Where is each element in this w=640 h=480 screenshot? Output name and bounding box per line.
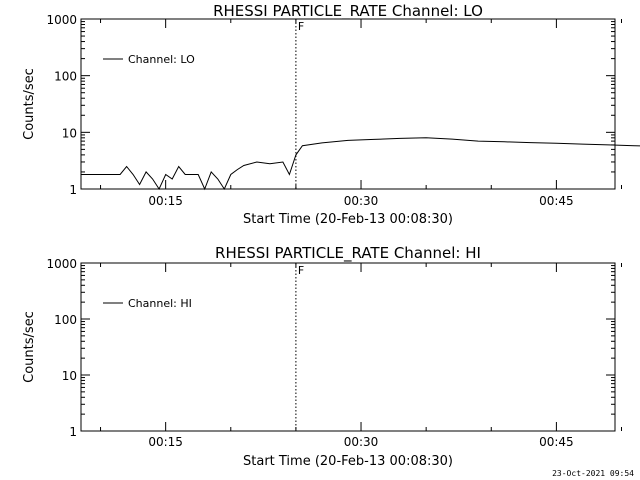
x-tick-label: 00:15 bbox=[148, 194, 183, 208]
y-tick-label: 10 bbox=[62, 369, 77, 383]
chart-title: RHESSI PARTICLE_RATE Channel: HI bbox=[215, 244, 481, 263]
x-tick-label: 00:30 bbox=[344, 194, 379, 208]
y-axis-label: Counts/sec bbox=[22, 68, 37, 140]
x-tick-label: 00:45 bbox=[539, 435, 574, 449]
event-marker-label: F bbox=[298, 264, 304, 277]
x-axis-label: Start Time (20-Feb-13 00:08:30) bbox=[243, 454, 453, 469]
panel-hi: RHESSI PARTICLE_RATE Channel: HI 00:15 00:… bbox=[22, 244, 623, 469]
legend-label: Channel: HI bbox=[128, 297, 192, 310]
panel-lo: RHESSI PARTICLE_RATE Channel: LO 00:15 00:… bbox=[22, 2, 640, 227]
y-tick-label: 10 bbox=[62, 126, 77, 140]
legend-label: Channel: LO bbox=[128, 53, 195, 66]
plot-frame bbox=[80, 262, 616, 432]
x-axis-label: Start Time (20-Feb-13 00:08:30) bbox=[243, 212, 453, 227]
plot-timestamp: 23-Oct-2021 09:54 bbox=[552, 469, 634, 478]
y-tick-label: 1 bbox=[69, 425, 77, 439]
series-line bbox=[81, 137, 640, 191]
y-tick-label: 100 bbox=[54, 313, 77, 327]
chart-title: RHESSI PARTICLE_RATE Channel: LO bbox=[213, 2, 483, 21]
y-axis-label: Counts/sec bbox=[22, 311, 37, 383]
y-tick-label: 100 bbox=[54, 70, 77, 84]
event-marker-label: F bbox=[298, 20, 304, 33]
x-tick-label: 00:15 bbox=[148, 435, 183, 449]
plot-frame bbox=[80, 18, 616, 190]
x-tick-label: 00:30 bbox=[344, 435, 379, 449]
x-tick-label: 00:45 bbox=[539, 194, 574, 208]
y-tick-label: 1 bbox=[69, 183, 77, 197]
y-tick-label: 1000 bbox=[46, 257, 77, 271]
y-tick-label: 1000 bbox=[46, 13, 77, 27]
